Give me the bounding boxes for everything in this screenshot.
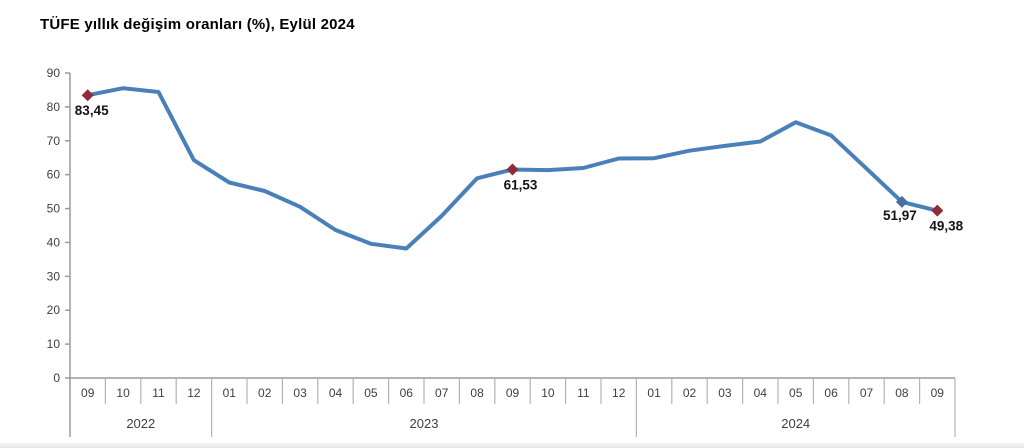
month-label: 02 xyxy=(258,386,272,400)
y-tick-label: 40 xyxy=(47,235,61,249)
month-label: 07 xyxy=(435,386,449,400)
y-tick-label: 90 xyxy=(47,66,61,80)
month-label: 02 xyxy=(683,386,697,400)
month-label: 08 xyxy=(470,386,484,400)
year-label: 2022 xyxy=(126,416,155,431)
data-label: 83,45 xyxy=(75,103,109,118)
y-tick-label: 80 xyxy=(47,100,61,114)
month-label: 10 xyxy=(541,386,555,400)
month-label: 06 xyxy=(400,386,414,400)
month-label: 05 xyxy=(789,386,803,400)
y-tick-label: 0 xyxy=(53,371,60,385)
y-tick-label: 10 xyxy=(47,337,61,351)
data-marker xyxy=(81,89,94,102)
data-label: 61,53 xyxy=(504,177,538,192)
month-label: 10 xyxy=(116,386,130,400)
month-label: 05 xyxy=(364,386,378,400)
month-label: 03 xyxy=(718,386,732,400)
year-label: 2023 xyxy=(410,416,439,431)
month-label: 09 xyxy=(81,386,95,400)
month-label: 08 xyxy=(895,386,909,400)
y-tick-label: 20 xyxy=(47,303,61,317)
year-label: 2024 xyxy=(781,416,810,431)
month-label: 12 xyxy=(612,386,626,400)
month-label: 12 xyxy=(187,386,201,400)
data-marker xyxy=(895,195,908,208)
data-marker xyxy=(931,204,944,217)
data-label: 51,97 xyxy=(883,208,917,223)
chart-title: TÜFE yıllık değişim oranları (%), Eylül … xyxy=(40,16,355,33)
month-label: 09 xyxy=(506,386,520,400)
y-tick-label: 70 xyxy=(47,134,61,148)
data-label: 49,38 xyxy=(929,219,963,234)
y-tick-label: 50 xyxy=(47,202,61,216)
page-bottom-edge xyxy=(0,443,1024,448)
month-label: 03 xyxy=(293,386,307,400)
y-tick-label: 60 xyxy=(47,168,61,182)
data-marker xyxy=(506,163,519,176)
month-label: 11 xyxy=(152,386,165,400)
y-tick-label: 30 xyxy=(47,269,61,283)
month-label: 01 xyxy=(647,386,661,400)
month-label: 04 xyxy=(329,386,343,400)
month-label: 04 xyxy=(754,386,768,400)
month-label: 01 xyxy=(223,386,237,400)
month-label: 06 xyxy=(824,386,838,400)
month-label: 09 xyxy=(931,386,945,400)
month-label: 07 xyxy=(860,386,874,400)
month-label: 11 xyxy=(577,386,590,400)
